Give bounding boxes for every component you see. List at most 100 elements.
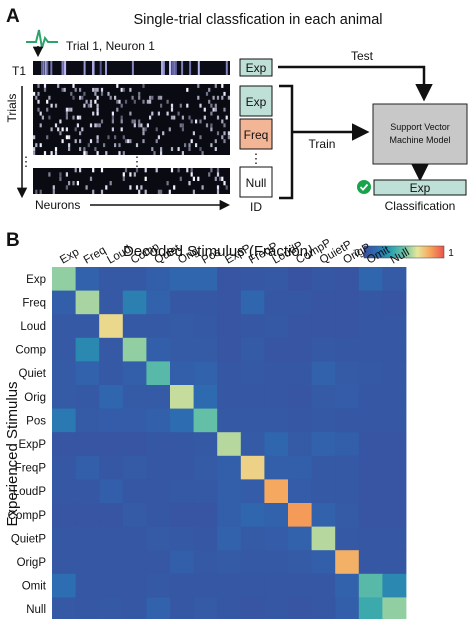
colorbar-min-label: 0 [354, 248, 360, 259]
heatmap-cell-Omit-QuietP [311, 573, 336, 598]
raster-pixel [43, 87, 47, 92]
raster-pixel [135, 143, 139, 148]
heatmap-cell-Omit-Pos [193, 573, 218, 598]
heatmap-cell-Pos-OrigP [335, 408, 360, 433]
raster-pixel [177, 147, 180, 151]
heatmap-cell-Exp-Null [382, 267, 407, 291]
raster-pixel [166, 111, 169, 116]
heatmap-cell-Null-OrigP [335, 597, 360, 619]
heatmap-cell-Freq-Loud [99, 290, 124, 315]
t1-stripe [62, 61, 65, 75]
raster-pixel [96, 103, 99, 108]
heatmap-cell-Quiet-Freq [75, 361, 100, 386]
raster-pixel [111, 127, 114, 132]
heatmap-cell-CompP-OrigP [335, 503, 360, 527]
y-tick-label: QuietP [11, 533, 46, 545]
raster-pixel [79, 87, 82, 92]
raster-pixel [37, 84, 40, 88]
raster-pixel [170, 103, 174, 108]
raster-pixel [122, 176, 125, 181]
heatmap-cell-CompP-FreqP [240, 503, 265, 527]
raster-pixel [227, 95, 230, 100]
raster-pixel [68, 147, 71, 151]
raster-pixel [74, 127, 77, 132]
trial-neuron-label: Trial 1, Neuron 1 [66, 39, 155, 53]
raster-pixel [50, 127, 53, 132]
heatmap-cell-Loud-LoudP [264, 314, 289, 339]
raster-pixel [153, 151, 156, 155]
raster-pixel [208, 87, 211, 92]
check-mark [359, 183, 369, 192]
output-class-label: Exp [410, 181, 431, 195]
raster-pixel [179, 103, 182, 108]
heatmap-cell-ExpP-QuietP [311, 432, 336, 457]
heatmap-cell-ExpP-Loud [99, 432, 124, 457]
heatmap-cell-LoudP-LoudP [264, 479, 289, 504]
raster-pixel [146, 99, 149, 104]
raster-pixel [208, 99, 211, 104]
heatmap-cell-Comp-Null [382, 337, 407, 362]
y-tick-label: Comp [15, 345, 46, 357]
heatmap-cell-Exp-Exp [52, 267, 76, 291]
y-tick-label: Freq [22, 297, 46, 309]
raster-pixel [151, 111, 154, 116]
trials-label: Trials [5, 94, 19, 123]
heatmap-cell-Orig-ExpP [217, 385, 242, 409]
heatmap-cell-CompP-Exp [52, 503, 76, 527]
heatmap-cell-FreqP-Comp [122, 455, 147, 480]
t1-label: T1 [12, 64, 26, 78]
raster-pixel [89, 176, 93, 181]
colorbar-max-label: 1 [448, 248, 454, 259]
raster-pixel [65, 135, 68, 140]
heatmap-cell-CompP-Freq [75, 503, 100, 527]
raster-pixel [138, 95, 141, 100]
raster-pixel [188, 181, 191, 186]
raster-pixel [151, 95, 154, 100]
raster-pixel [89, 103, 93, 108]
classification-label: Classification [385, 199, 456, 213]
heatmap-cell-ExpP-Exp [52, 432, 76, 457]
raster-pixel [124, 139, 128, 144]
raster-pixel [46, 135, 49, 140]
raster-pixel [221, 95, 224, 100]
heatmap-cell-OrigP-ExpP [217, 550, 242, 575]
raster-pixel [203, 115, 206, 120]
id-box-null-label: Null [246, 176, 267, 190]
raster-pixel [216, 172, 220, 177]
raster-pixel [96, 123, 99, 128]
heatmap-cell-Freq-FreqP [240, 290, 265, 315]
raster-pixel [155, 127, 158, 132]
heatmap-cell-QuietP-OrigP [335, 526, 360, 551]
t1-stripe [171, 61, 174, 75]
heatmap-cell-Null-Pos [193, 597, 218, 619]
heatmap-cell-Exp-Pos [193, 267, 218, 291]
raster-pixel [79, 115, 82, 120]
y-tick-label: Loud [20, 321, 46, 333]
heatmap-cell-OrigP-LoudP [264, 550, 289, 575]
raster-pixel [129, 172, 132, 177]
id-box-exp [239, 85, 273, 117]
raster-pixel [83, 91, 86, 96]
raster-pixel [54, 147, 58, 151]
raster-pixel [100, 87, 104, 92]
train-bracket [279, 84, 294, 200]
raster-pixel [89, 123, 93, 128]
heatmap-cell-Loud-Omit [358, 314, 383, 339]
raster-pixel [214, 84, 217, 88]
heatmap-cell-Null-FreqP [240, 597, 265, 619]
heatmap-cell-Quiet-Exp [52, 361, 76, 386]
heatmap-cell-LoudP-Exp [52, 479, 76, 504]
heatmap-cell-QuietP-Freq [75, 526, 100, 551]
raster-pixel [179, 176, 182, 181]
raster-pixel [179, 123, 182, 128]
raster-pixel [199, 147, 202, 151]
heatmap-cell-Exp-CompP [288, 267, 312, 291]
heatmap-cell-Omit-OrigP [335, 573, 360, 598]
heatmap-cell-CompP-LoudP [264, 503, 289, 527]
raster-pixel [177, 168, 180, 173]
raster-pixel [116, 84, 119, 88]
raster-pixel [170, 115, 174, 120]
raster-pixel [138, 123, 141, 128]
raster-pixel [96, 135, 99, 140]
